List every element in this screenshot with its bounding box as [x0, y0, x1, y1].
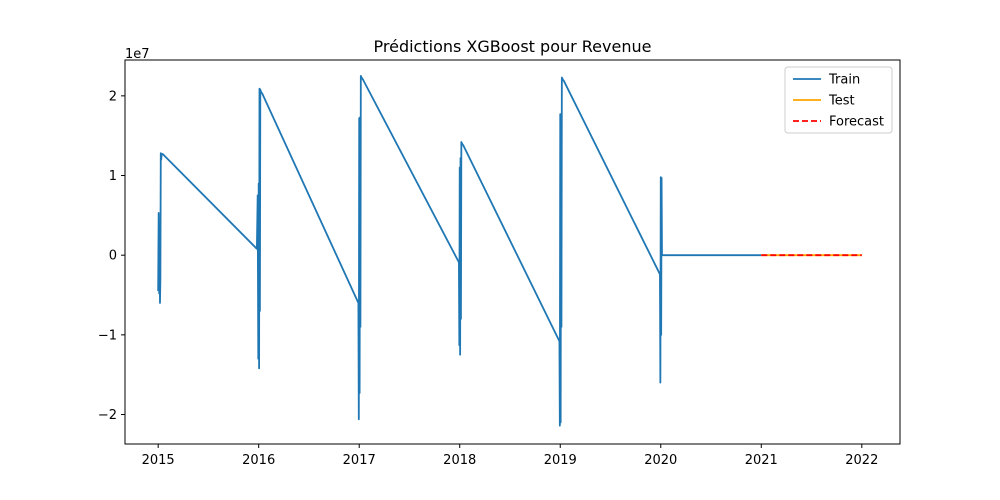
- legend-label-train: Train: [828, 73, 860, 88]
- y-tick-label: 1: [109, 169, 117, 184]
- legend-box: [784, 66, 893, 134]
- legend: Train Test Forecast: [784, 66, 893, 134]
- y-offset-label: 1e7: [125, 47, 150, 62]
- plot-lines: [157, 75, 862, 427]
- legend-label-forecast: Forecast: [829, 115, 884, 130]
- plot-frame: [124, 59, 901, 445]
- x-axis: 2015 2016 2017 2018 2019 2020 2021 2022: [142, 444, 878, 468]
- x-tick-label: 2020: [644, 453, 677, 468]
- x-tick-label: 2022: [845, 453, 878, 468]
- y-tick-label: −2: [98, 408, 117, 423]
- chart-title: Prédictions XGBoost pour Revenue: [374, 37, 652, 56]
- legend-label-test: Test: [828, 94, 855, 109]
- x-tick-label: 2016: [242, 453, 275, 468]
- x-tick-label: 2017: [343, 453, 376, 468]
- y-tick-label: 0: [109, 249, 117, 264]
- series-line-train: [157, 75, 762, 427]
- x-tick-label: 2021: [745, 453, 778, 468]
- y-axis: 2 1 0 −1 −2: [98, 89, 125, 423]
- y-tick-label: 2: [109, 89, 117, 104]
- y-tick-label: −1: [98, 328, 117, 343]
- x-tick-label: 2015: [142, 453, 175, 468]
- x-tick-label: 2018: [443, 453, 476, 468]
- x-tick-label: 2019: [544, 453, 577, 468]
